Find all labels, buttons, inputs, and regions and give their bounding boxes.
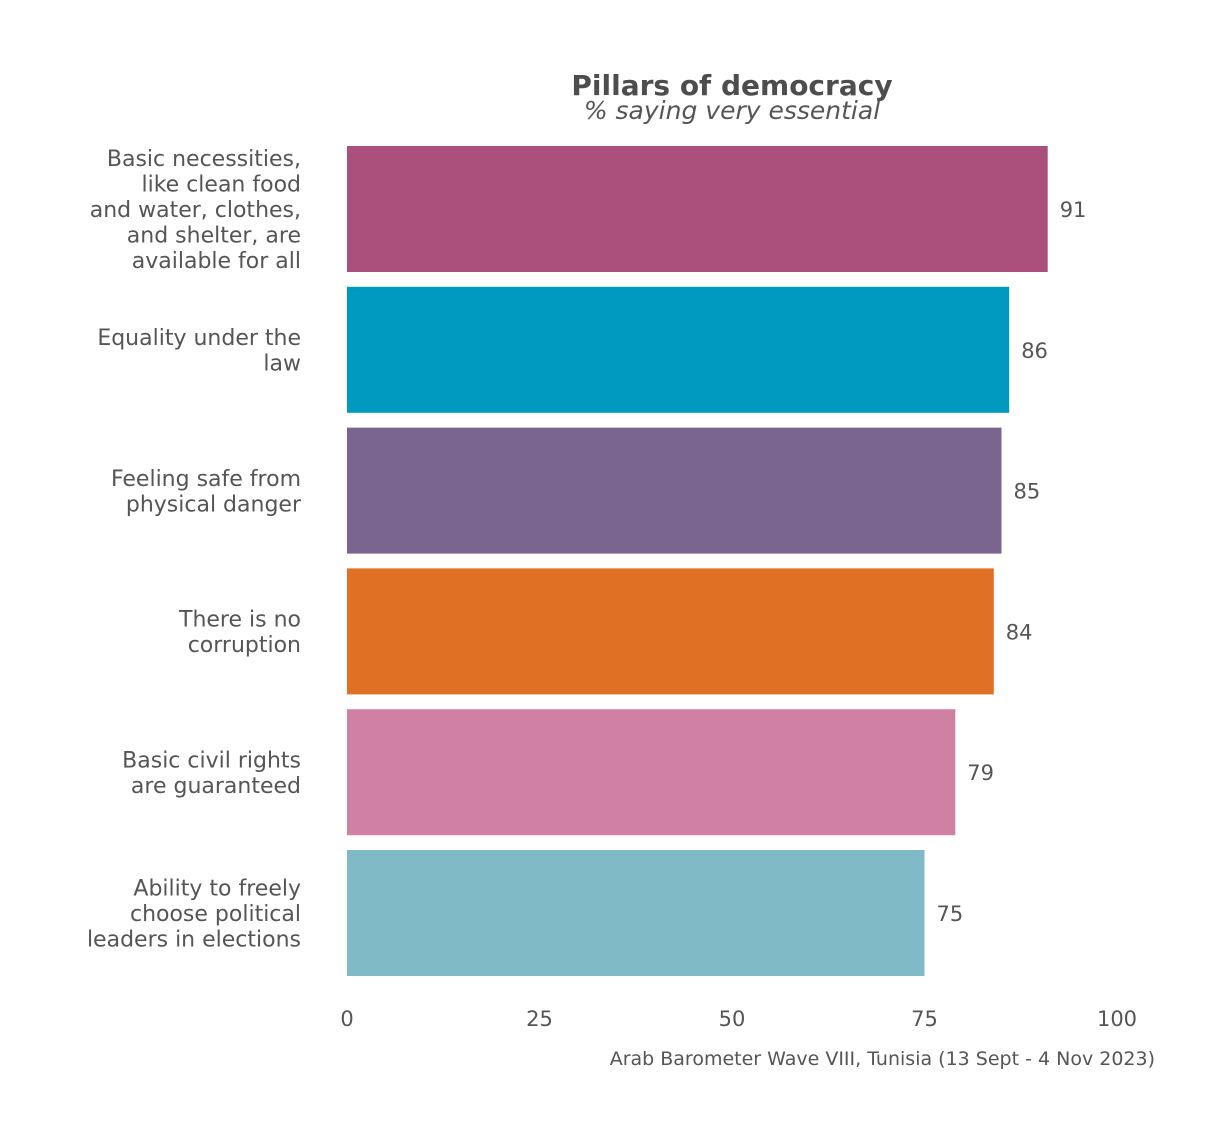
x-tick-label: 100 [1097,1007,1137,1031]
category-label-line: and shelter, are [127,224,301,249]
bar-value-label: 86 [1021,339,1048,363]
category-label-line: There is no [178,608,301,633]
category-label: There is no corruption [178,608,301,659]
category-label-line: Basic necessities, [107,147,301,172]
chart-subtitle: % saying very essential [584,96,880,125]
category-label-line: are guaranteed [131,774,301,799]
bar-value-label: 91 [1060,198,1087,222]
bar-value-label: 79 [967,761,994,785]
bar [347,568,994,695]
chart-title: Pillars of democracy [571,69,892,102]
category-label-line: corruption [188,633,301,658]
category-label-line: leaders in elections [87,928,301,953]
bar [347,709,956,836]
category-label: Equality under the law [97,326,301,377]
category-label-line: Feeling safe from [111,467,301,492]
category-label-line: Equality under the [97,326,301,351]
category-label: Ability to freely choose political leaders… [87,877,301,953]
bar [347,427,1002,554]
x-axis-ticks-group: 0 25 50 75 100 [340,1007,1137,1031]
category-label-line: Ability to freely [133,877,301,902]
bar-value-label: 85 [1014,480,1041,504]
bar-value-label: 84 [1006,620,1033,644]
category-label: Feeling safe from physical danger [111,467,302,517]
bar [347,286,1010,413]
category-label: Basic necessities, like clean food and wat… [90,147,301,274]
category-label-line: physical danger [126,492,302,517]
x-tick-label: 0 [340,1007,353,1031]
bars-group [347,146,1048,976]
category-label-line: and water, clothes, [90,198,301,223]
x-tick-label: 25 [526,1007,553,1031]
bar [347,146,1048,272]
bar [347,850,925,976]
category-label: Basic civil rights are guaranteed [122,748,301,799]
x-tick-label: 75 [911,1007,938,1031]
category-label-line: choose political [130,902,301,927]
category-label-line: like clean food [142,173,302,198]
source-caption: Arab Barometer Wave VIII, Tunisia (13 Se… [610,1048,1155,1070]
category-label-line: Basic civil rights [122,748,301,773]
category-label-line: available for all [132,249,301,274]
category-labels-group: Basic necessities, like clean food and wat… [87,147,302,953]
value-labels-group: 91 86 85 84 79 75 [937,198,1087,926]
bar-value-label: 75 [937,902,964,926]
category-label-line: law [263,352,301,377]
x-tick-label: 50 [719,1007,746,1031]
